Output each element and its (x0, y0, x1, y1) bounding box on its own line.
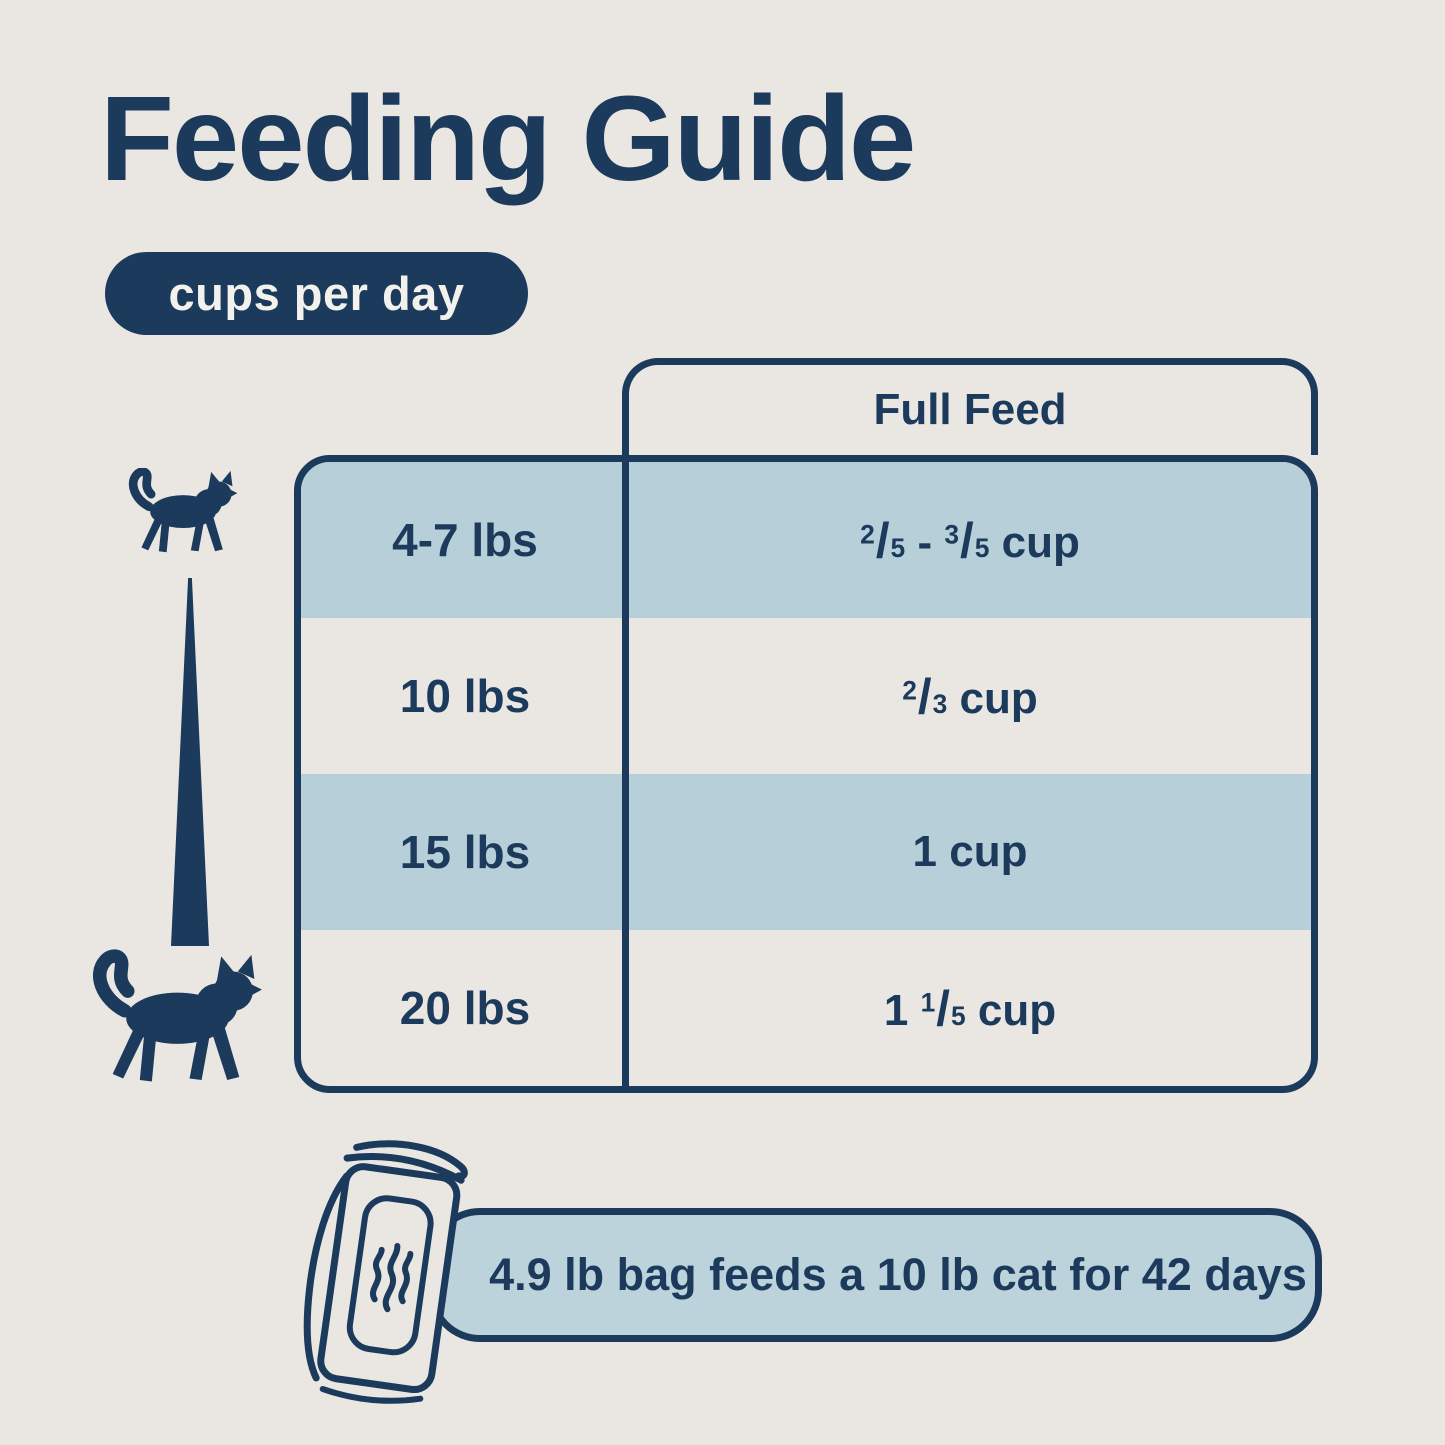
page-title: Feeding Guide (100, 70, 916, 206)
badge-label: cups per day (168, 267, 465, 320)
amount-value: 2/5 - 3/5 cup (860, 512, 1080, 568)
weight-cell: 20 lbs (301, 930, 629, 1086)
weight-label: 20 lbs (399, 982, 531, 1034)
cat-icon (128, 468, 238, 553)
bag-gusset-line (303, 1172, 351, 1382)
cat-icon (93, 949, 262, 1082)
weight-cell: 15 lbs (301, 774, 629, 930)
weight-cell: 4-7 lbs (301, 462, 629, 618)
full-feed-header: Full Feed (622, 358, 1318, 455)
fraction: 2/3 (902, 668, 948, 724)
amount-value: 2/3 cup (902, 668, 1038, 724)
table-column-divider (622, 462, 629, 1086)
fraction: 3/5 (944, 512, 990, 568)
table-row: 10 lbs 2/3 cup (301, 618, 1311, 774)
steam-icon (370, 1242, 414, 1313)
bag-note-text: 4.9 lb bag feeds a 10 lb cat for 42 days (489, 1249, 1307, 1300)
weight-label: 10 lbs (399, 670, 531, 722)
amount-cell: 1 cup (629, 774, 1311, 930)
weight-cell: 10 lbs (301, 618, 629, 774)
amount-cell: 2/5 - 3/5 cup (629, 462, 1311, 618)
column-header-label: Full Feed (873, 385, 1067, 434)
size-scale-wedge (171, 578, 209, 946)
amount-value: 1 1/5 cup (883, 980, 1057, 1036)
weight-label: 15 lbs (399, 826, 531, 878)
amount-cell: 1 1/5 cup (629, 930, 1311, 1086)
amount-cell: 2/3 cup (629, 618, 1311, 774)
table-row: 20 lbs 1 1/5 cup (301, 930, 1311, 1086)
fraction: 2/5 (860, 512, 906, 568)
amount-value: 1 cup (912, 827, 1028, 876)
table-row: 15 lbs 1 cup (301, 774, 1311, 930)
table-row: 4-7 lbs 2/5 - 3/5 cup (301, 462, 1311, 618)
fraction: 1/5 (920, 980, 966, 1036)
bag-note-banner: 4.9 lb bag feeds a 10 lb cat for 42 days (428, 1208, 1322, 1342)
cups-per-day-badge: cups per day (105, 252, 528, 335)
feeding-table: 4-7 lbs 2/5 - 3/5 cup 10 lbs 2/3 cup 15 … (294, 455, 1318, 1093)
food-bag-icon (302, 1140, 468, 1404)
weight-label: 4-7 lbs (392, 514, 538, 566)
